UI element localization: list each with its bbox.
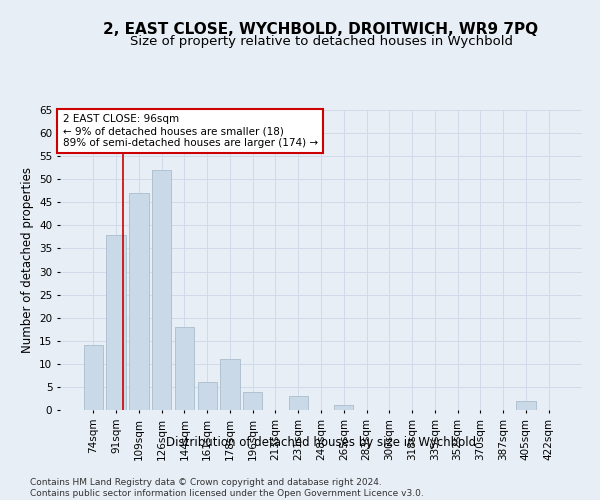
Bar <box>84 346 103 410</box>
Bar <box>152 170 172 410</box>
Text: 2 EAST CLOSE: 96sqm
← 9% of detached houses are smaller (18)
89% of semi-detache: 2 EAST CLOSE: 96sqm ← 9% of detached hou… <box>62 114 318 148</box>
Text: 2, EAST CLOSE, WYCHBOLD, DROITWICH, WR9 7PQ: 2, EAST CLOSE, WYCHBOLD, DROITWICH, WR9 … <box>103 22 539 38</box>
Bar <box>197 382 217 410</box>
Bar <box>243 392 262 410</box>
Bar <box>516 401 536 410</box>
Bar <box>175 327 194 410</box>
Bar <box>106 234 126 410</box>
Bar <box>220 359 239 410</box>
Text: Contains HM Land Registry data © Crown copyright and database right 2024.
Contai: Contains HM Land Registry data © Crown c… <box>30 478 424 498</box>
Bar <box>289 396 308 410</box>
Y-axis label: Number of detached properties: Number of detached properties <box>20 167 34 353</box>
Bar <box>334 406 353 410</box>
Text: Size of property relative to detached houses in Wychbold: Size of property relative to detached ho… <box>130 35 512 48</box>
Bar <box>129 193 149 410</box>
Text: Distribution of detached houses by size in Wychbold: Distribution of detached houses by size … <box>166 436 476 449</box>
